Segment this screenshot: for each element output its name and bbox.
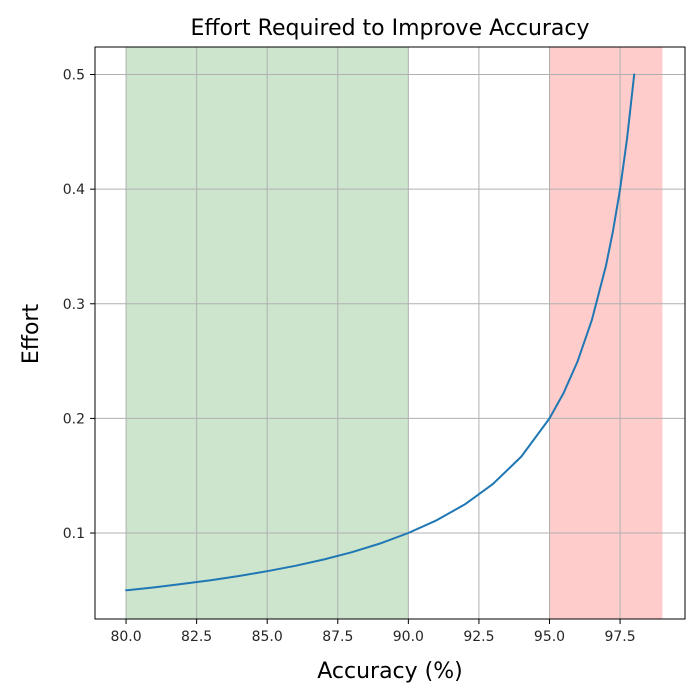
x-tick-label: 97.5 [604,629,635,645]
plot-frame [94,46,686,620]
grid [95,47,685,619]
y-tick-label: 0.3 [63,297,85,313]
series-line [125,73,636,592]
y-tick-label: 0.4 [63,182,85,198]
y-axis-ticks: 0.1 0.2 0.3 0.4 0.5 [63,68,95,542]
chart-title: Effort Required to Improve Accuracy [190,16,589,41]
x-tick-label: 90.0 [393,629,424,645]
shaded-region-2 [549,47,663,619]
y-axis-title: Effort [19,304,44,365]
y-tick-label: 0.2 [63,411,85,427]
x-tick-label: 92.5 [463,629,494,645]
x-axis-ticks: 80.0 82.5 85.0 87.5 90.0 92.5 95.0 97.5 [110,619,636,645]
x-tick-label: 85.0 [252,629,283,645]
x-tick-label: 95.0 [534,629,565,645]
y-tick-label: 0.1 [63,526,85,542]
series-layer [125,73,636,592]
x-axis-title: Accuracy (%) [317,659,463,684]
y-tick-label: 0.5 [63,68,85,84]
x-tick-label: 82.5 [181,629,212,645]
x-tick-label: 80.0 [110,629,141,645]
x-tick-label: 87.5 [322,629,353,645]
